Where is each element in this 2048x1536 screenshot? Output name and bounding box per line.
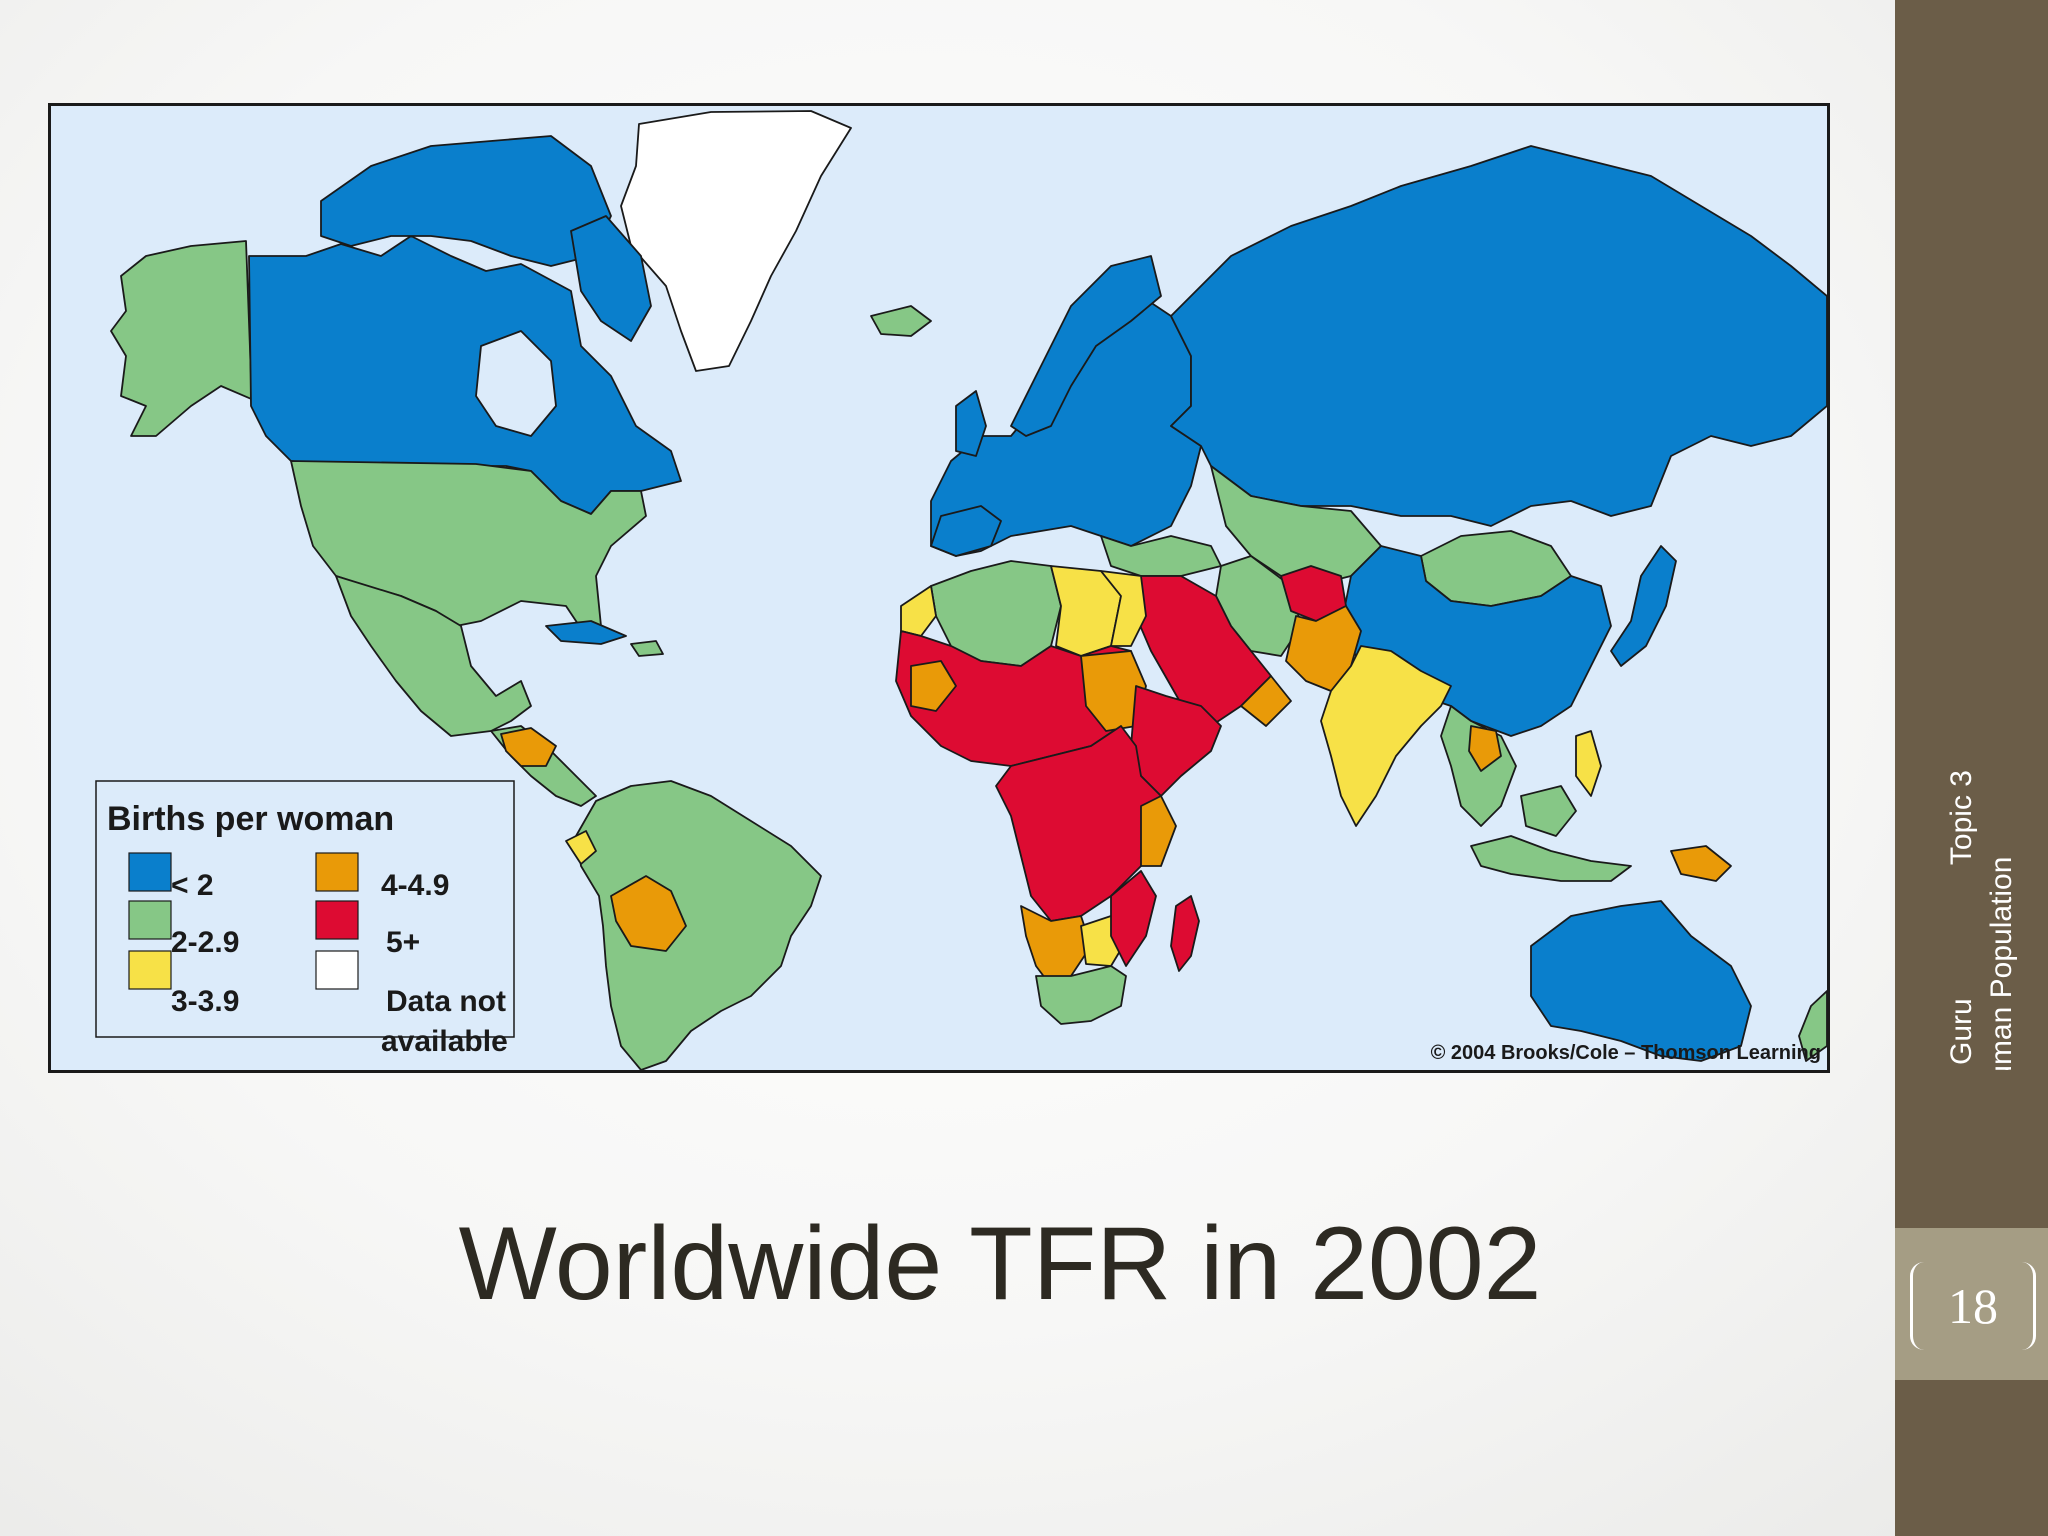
indonesia [1470,835,1632,882]
madagascar [1170,895,1200,972]
alaska [110,240,272,437]
uk [955,390,987,457]
map-copyright: © 2004 Brooks/Cole – Thomson Learning [1431,1042,1821,1064]
mexico [335,575,532,737]
legend-title: Births per woman [107,800,394,838]
kenya-tanzania [1140,795,1177,867]
hispaniola [630,640,664,657]
philippines [1575,730,1602,797]
mozambique [1110,870,1157,967]
sidebar-topic: Topic 3 [1945,770,1978,865]
australia [1530,900,1752,1062]
borneo [1520,785,1577,837]
iberia [930,505,1002,557]
mauritania-mali [910,660,957,712]
legend-label-na-line2: available [381,1025,508,1058]
cambodia-laos [1468,725,1502,772]
legend-swatch-5plus [315,900,359,940]
south-africa [1035,965,1127,1025]
page-number: 18 [1948,1278,1998,1334]
india [1320,645,1452,827]
legend-swatch-lt2 [128,852,172,892]
new-zealand [1798,990,1827,1062]
world-map-canvas: Births per woman < 2 2-2.9 3-3.9 4-4.9 5… [51,106,1827,1070]
south-america [575,780,822,1070]
bolivia [610,875,687,952]
legend-swatch-2-2-9 [128,900,172,940]
scandinavia [1010,255,1162,437]
ecuador [565,830,597,865]
legend-swatch-na [315,950,359,990]
papua-new-guinea [1670,845,1732,882]
hudson-bay [475,330,557,437]
sidebar-labels: Topic 3 Human Population Guru [1929,700,2033,1103]
sidebar-author: Guru [1945,998,1978,1065]
sidebar-subject: Human Population [1985,857,2018,1070]
world-map: Births per woman < 2 2-2.9 3-3.9 4-4.9 5… [48,103,1830,1073]
slide-title: Worldwide TFR in 2002 [458,1206,1542,1322]
legend-label-5plus: 5+ [386,926,420,959]
page-number-tab [1895,1228,2048,1380]
baffin-island [570,215,652,342]
page-number-bracket [1910,1262,2036,1350]
legend-label-lt2: < 2 [171,869,214,902]
japan [1610,545,1677,667]
legend-label-3-3-9: 3-3.9 [171,985,239,1018]
greenland [620,110,852,372]
legend-swatch-4-4-9 [315,852,359,892]
legend-label-na-line1: Data not [386,985,506,1018]
guatemala-honduras [500,727,557,767]
egypt [1100,570,1147,647]
oman-yemen [1240,675,1292,727]
canada-arctic-islands [320,135,612,267]
legend-swatch-3-3-9 [128,950,172,990]
legend-label-2-2-9: 2-2.9 [171,926,239,959]
legend-label-4-4-9: 4-4.9 [381,869,449,902]
iceland [870,305,932,337]
western-sahara [900,585,937,637]
cuba [545,620,627,645]
